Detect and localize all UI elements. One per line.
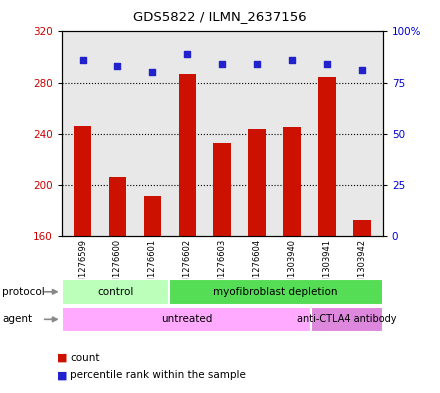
Point	[114, 63, 121, 69]
Bar	[62, 307, 312, 332]
Bar	[143, 196, 161, 236]
Text: control: control	[97, 287, 133, 297]
Bar	[169, 279, 383, 305]
Bar	[179, 73, 196, 236]
Bar	[283, 127, 301, 236]
Point	[149, 69, 156, 75]
Text: ■: ■	[57, 353, 68, 363]
Text: protocol: protocol	[2, 287, 45, 297]
Point	[323, 61, 330, 67]
Text: myofibroblast depletion: myofibroblast depletion	[213, 287, 338, 297]
Text: count: count	[70, 353, 100, 363]
Point	[289, 57, 296, 63]
Point	[184, 51, 191, 57]
Point	[79, 57, 86, 63]
Bar	[109, 177, 126, 236]
Bar	[62, 279, 169, 305]
Bar	[312, 307, 383, 332]
Bar	[353, 220, 370, 236]
Text: percentile rank within the sample: percentile rank within the sample	[70, 370, 246, 380]
Text: agent: agent	[2, 314, 32, 324]
Bar	[318, 77, 336, 236]
Text: untreated: untreated	[161, 314, 212, 324]
Bar	[213, 143, 231, 236]
Point	[358, 67, 365, 73]
Point	[253, 61, 260, 67]
Text: anti-CTLA4 antibody: anti-CTLA4 antibody	[297, 314, 397, 324]
Text: GDS5822 / ILMN_2637156: GDS5822 / ILMN_2637156	[133, 10, 307, 23]
Point	[219, 61, 226, 67]
Bar	[74, 126, 91, 236]
Text: ■: ■	[57, 370, 68, 380]
Bar	[249, 129, 266, 236]
